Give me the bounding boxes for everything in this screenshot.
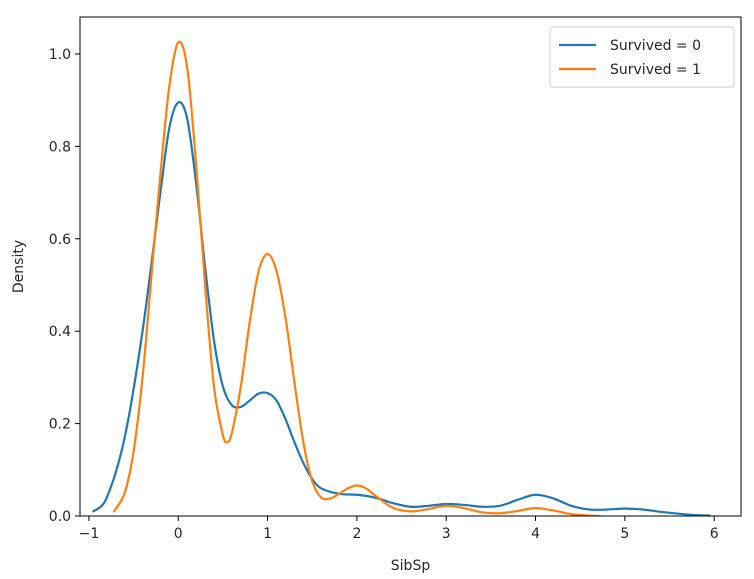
x-tick-label: 0 <box>174 526 183 542</box>
y-tick-label: 0.0 <box>49 509 71 525</box>
x-tick-label: 1 <box>263 526 272 542</box>
x-tick-label: 3 <box>442 526 451 542</box>
plot-area <box>92 40 711 516</box>
series-group <box>92 40 711 516</box>
x-tick-label: 4 <box>531 526 540 542</box>
x-tick-label: 5 <box>620 526 629 542</box>
x-axis-label: SibSp <box>391 558 431 574</box>
x-tick-label: 6 <box>710 526 719 542</box>
axes-frame <box>79 16 742 517</box>
x-tick-label: −1 <box>79 526 100 542</box>
legend: Survived = 0 Survived = 1 <box>549 26 735 88</box>
series-line-survived-0 <box>92 101 711 516</box>
legend-label-1: Survived = 1 <box>610 62 701 78</box>
legend-box <box>549 26 735 88</box>
y-tick-label: 0.6 <box>49 232 71 248</box>
y-axis-label: Density <box>11 240 27 293</box>
x-tick-label: 2 <box>352 526 361 542</box>
axes: −1 0 1 2 3 4 5 6 0.0 0.2 0.4 0.6 0.8 1.0 <box>49 16 742 542</box>
y-tick-label: 0.8 <box>49 139 71 155</box>
legend-label-0: Survived = 0 <box>610 38 701 54</box>
series-line-survived-1 <box>112 40 601 516</box>
y-tick-label: 1.0 <box>49 47 71 63</box>
y-tick-label: 0.2 <box>49 417 71 433</box>
y-tick-label: 0.4 <box>49 324 71 340</box>
